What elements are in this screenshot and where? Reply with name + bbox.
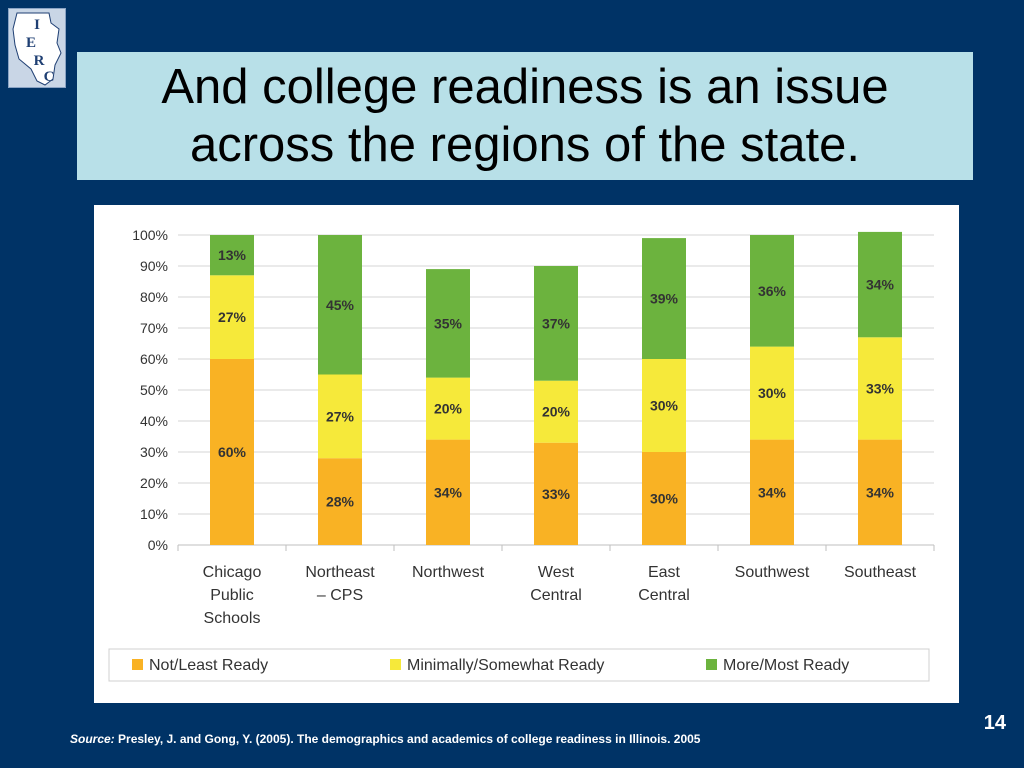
- y-tick-label: 0%: [148, 537, 168, 553]
- source-label: Source:: [70, 732, 115, 746]
- title-box: And college readiness is an issue across…: [77, 52, 973, 180]
- y-tick-label: 60%: [140, 351, 168, 367]
- bar-segment: [318, 374, 362, 459]
- bar-segment: [642, 238, 686, 359]
- bar-segment: [318, 235, 362, 375]
- bar-segment: [858, 337, 902, 440]
- x-category-label: Southeast: [844, 564, 917, 581]
- bar-segment: [858, 231, 902, 338]
- x-category-label: Central: [530, 587, 582, 604]
- logo-letter: I: [34, 17, 40, 33]
- source-text: Presley, J. and Gong, Y. (2005). The dem…: [118, 732, 701, 746]
- page-number: 14: [983, 712, 1006, 734]
- data-label: 30%: [650, 398, 679, 414]
- data-label: 27%: [218, 309, 247, 325]
- bar-segment: [534, 442, 578, 545]
- x-category-label: Northwest: [412, 564, 485, 581]
- y-tick-label: 70%: [140, 320, 168, 336]
- y-tick-label: 30%: [140, 444, 168, 460]
- data-label: 36%: [758, 283, 787, 299]
- bar-segment: [642, 359, 686, 452]
- x-category-label: Central: [638, 587, 690, 604]
- bar-segment: [426, 439, 470, 545]
- bar-segment: [426, 269, 470, 378]
- legend-label: More/Most Ready: [723, 657, 849, 674]
- data-label: 27%: [326, 408, 355, 424]
- bar-segment: [426, 377, 470, 440]
- data-label: 28%: [326, 494, 355, 510]
- x-category-label: West: [538, 564, 575, 581]
- bar-segment: [210, 359, 254, 545]
- bar-segment: [210, 235, 254, 276]
- stacked-bar-chart: 0% 10% 20% 30% 40% 50% 60% 70% 80% 90% 100% 60% 27% 1…: [108, 227, 935, 682]
- bar-segment: [750, 346, 794, 440]
- bar-segment: [750, 439, 794, 545]
- y-tick-label: 20%: [140, 475, 168, 491]
- bar-segment: [750, 235, 794, 347]
- logo-letter: R: [34, 53, 45, 69]
- data-label: 34%: [434, 484, 463, 500]
- x-category-label: Chicago: [203, 564, 262, 581]
- bar-segment: [642, 452, 686, 545]
- x-category-label: Southwest: [735, 564, 810, 581]
- data-label: 60%: [218, 444, 247, 460]
- legend-box: [108, 648, 930, 682]
- data-label: 45%: [326, 297, 355, 313]
- slide-title: And college readiness is an issue across…: [161, 60, 889, 172]
- legend-swatch: [706, 659, 717, 670]
- logo-letter: E: [26, 35, 36, 51]
- data-label: 13%: [218, 247, 247, 263]
- x-category-label: Public: [210, 587, 254, 604]
- logo-letter: C: [44, 69, 55, 85]
- data-label: 20%: [542, 404, 571, 420]
- x-category-label: Northeast: [305, 564, 375, 581]
- chart-panel: 0% 10% 20% 30% 40% 50% 60% 70% 80% 90% 100% 60% 27% 1…: [94, 205, 959, 703]
- y-tick-label: 10%: [140, 506, 168, 522]
- data-label: 34%: [758, 484, 787, 500]
- data-label: 33%: [542, 486, 571, 502]
- ierc-logo: I E R C: [8, 8, 66, 88]
- data-label: 35%: [434, 315, 463, 331]
- source-citation: Source: Presley, J. and Gong, Y. (2005).…: [70, 732, 700, 746]
- bar-segment: [210, 275, 254, 359]
- legend-label: Minimally/Somewhat Ready: [407, 657, 604, 674]
- x-category-label: East: [648, 564, 681, 581]
- data-label: 30%: [758, 385, 787, 401]
- data-label: 34%: [866, 277, 895, 293]
- data-label: 30%: [650, 491, 679, 507]
- bar-segment: [858, 439, 902, 545]
- y-tick-label: 40%: [140, 413, 168, 429]
- data-label: 37%: [542, 315, 571, 331]
- y-tick-label: 100%: [132, 227, 168, 243]
- y-tick-label: 80%: [140, 289, 168, 305]
- data-label: 39%: [650, 291, 679, 307]
- bar-segment: [534, 266, 578, 381]
- y-tick-label: 50%: [140, 382, 168, 398]
- y-tick-label: 90%: [140, 258, 168, 274]
- legend-swatch: [390, 659, 401, 670]
- x-category-label: – CPS: [317, 587, 363, 604]
- legend-label: Not/Least Ready: [149, 657, 268, 674]
- bar-segment: [318, 458, 362, 545]
- legend-swatch: [132, 659, 143, 670]
- data-label: 20%: [434, 401, 463, 417]
- data-label: 34%: [866, 484, 895, 500]
- bar-segment: [534, 380, 578, 443]
- data-label: 33%: [866, 380, 895, 396]
- x-category-label: Schools: [204, 610, 261, 627]
